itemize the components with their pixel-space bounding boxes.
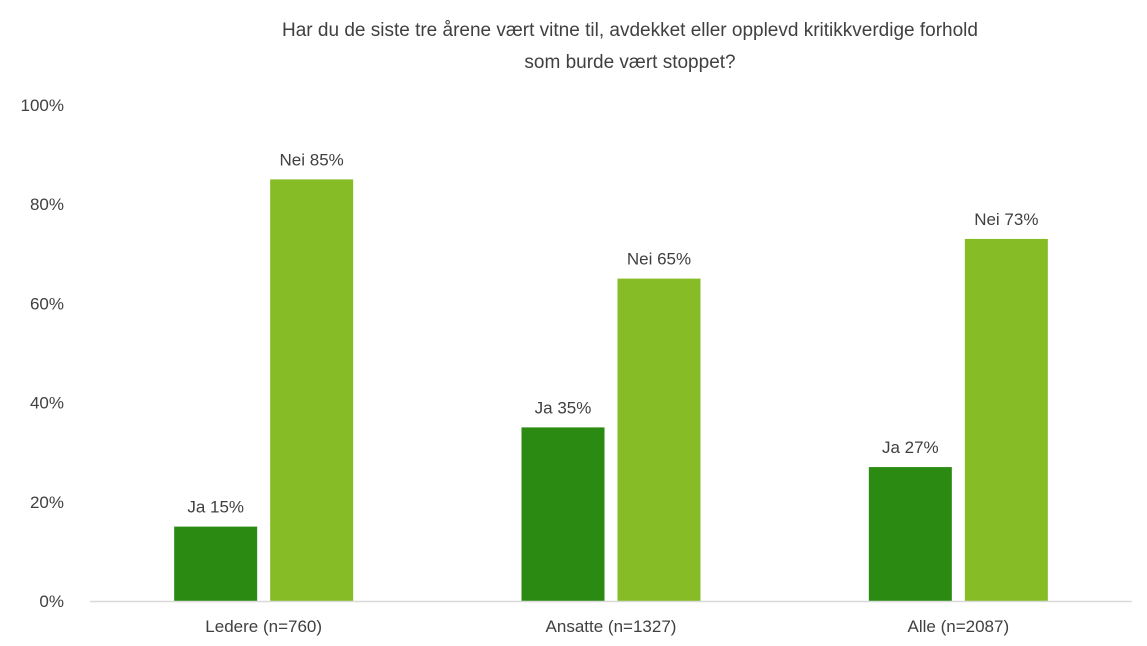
- y-tick-label: 0%: [39, 592, 64, 611]
- data-label: Nei 65%: [627, 250, 691, 269]
- x-axis-categories: Ledere (n=760) Ansatte (n=1327) Alle (n=20…: [205, 617, 1009, 636]
- data-label: Ja 27%: [882, 438, 939, 457]
- bar-ja: [174, 526, 258, 601]
- bar-group: [174, 179, 1048, 602]
- bar-nei: [964, 238, 1048, 602]
- data-label: Ja 35%: [535, 398, 592, 417]
- y-axis-ticks: 0% 20% 40% 60% 80% 100%: [21, 96, 64, 611]
- y-tick-label: 40%: [30, 394, 64, 413]
- bar-ja: [868, 467, 952, 601]
- category-label: Ledere (n=760): [205, 617, 322, 636]
- y-tick-label: 20%: [30, 493, 64, 512]
- y-tick-label: 60%: [30, 294, 64, 313]
- y-tick-label: 80%: [30, 195, 64, 214]
- bar-nei: [270, 179, 354, 601]
- chart-title-line-2: som burde vært stoppet?: [524, 52, 735, 73]
- chart-title-line-1: Har du de siste tre årene vært vitne til…: [282, 20, 978, 41]
- bar-nei: [617, 278, 701, 601]
- category-label: Ansatte (n=1327): [546, 617, 677, 636]
- data-label: Ja 15%: [187, 498, 244, 517]
- category-label: Alle (n=2087): [908, 617, 1010, 636]
- data-label: Nei 85%: [280, 150, 344, 169]
- data-label: Nei 73%: [974, 210, 1038, 229]
- y-tick-label: 100%: [21, 96, 64, 115]
- bar-ja: [521, 427, 605, 601]
- data-labels: Ja 15% Nei 85% Ja 35% Nei 65% Ja 27% Nei 73%: [187, 150, 1038, 516]
